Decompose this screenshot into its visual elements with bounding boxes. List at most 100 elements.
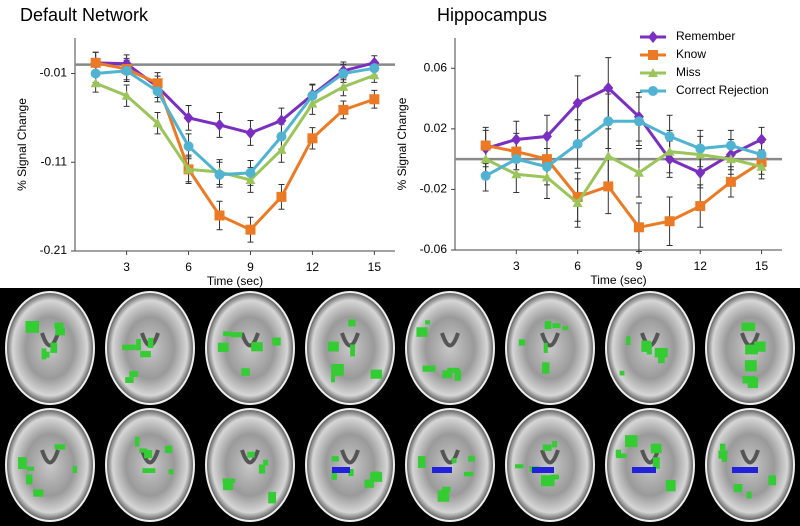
- activation: [241, 368, 250, 376]
- series-line: [485, 86, 763, 175]
- point: [756, 133, 767, 146]
- ventricle: [140, 449, 160, 465]
- point: [214, 118, 225, 131]
- point: [152, 78, 163, 89]
- point: [245, 126, 256, 139]
- activation: [272, 337, 281, 346]
- activation: [540, 475, 555, 487]
- x-tick-label: 15: [368, 260, 382, 274]
- activation: [432, 467, 452, 473]
- activation: [331, 470, 337, 480]
- point: [511, 154, 522, 165]
- activation: [518, 339, 526, 346]
- brain-slice: [305, 408, 395, 522]
- activation: [168, 469, 174, 475]
- activation: [44, 351, 50, 358]
- activation: [447, 367, 460, 374]
- activation: [616, 453, 627, 459]
- point: [572, 198, 583, 208]
- activation: [425, 320, 430, 325]
- brain-slice: [305, 291, 395, 405]
- x-tick-label: 9: [247, 260, 254, 274]
- activation: [331, 363, 344, 376]
- point: [183, 111, 194, 124]
- point: [541, 154, 552, 165]
- y-tick-label: -0.01: [40, 66, 68, 80]
- brain-slice: [405, 408, 495, 522]
- point: [572, 97, 583, 110]
- y-tick-label: 0.02: [424, 121, 448, 135]
- series-line: [484, 150, 762, 206]
- activation: [54, 444, 66, 450]
- y-axis-label: % Signal Change: [15, 98, 29, 191]
- x-tick-label: 12: [306, 260, 320, 274]
- brain-slice: [205, 408, 295, 522]
- activation: [348, 469, 354, 477]
- activation: [650, 443, 662, 454]
- activation: [454, 370, 461, 381]
- point: [90, 57, 101, 68]
- activation: [437, 490, 450, 502]
- point: [276, 144, 287, 154]
- activation: [263, 459, 269, 466]
- activation: [247, 451, 255, 458]
- point: [541, 130, 552, 143]
- point: [603, 181, 614, 192]
- point: [572, 139, 583, 149]
- point: [695, 166, 706, 179]
- activation: [732, 467, 758, 473]
- legend-marker: [648, 50, 658, 60]
- series-line: [95, 73, 375, 182]
- activation: [33, 489, 44, 497]
- activation: [719, 443, 726, 451]
- point: [214, 169, 225, 180]
- activation: [125, 377, 134, 383]
- point: [152, 86, 163, 97]
- point: [276, 131, 287, 142]
- activation: [147, 337, 154, 349]
- point: [480, 154, 491, 164]
- activation: [532, 467, 554, 473]
- activation: [654, 347, 668, 358]
- point: [664, 216, 675, 227]
- activation: [542, 444, 552, 451]
- activation: [543, 342, 548, 353]
- point: [338, 104, 349, 115]
- activation: [562, 326, 569, 331]
- activation: [741, 322, 756, 331]
- point: [603, 116, 614, 127]
- activation: [217, 342, 229, 352]
- point: [633, 222, 644, 233]
- activation: [442, 370, 453, 379]
- ventricle: [540, 449, 560, 465]
- x-tick-label: 9: [636, 259, 643, 273]
- x-tick-label: 12: [694, 259, 708, 273]
- brain-slice: [5, 408, 95, 522]
- brain-slice: [505, 291, 595, 405]
- point: [276, 191, 287, 202]
- point: [695, 201, 706, 212]
- point: [664, 146, 675, 156]
- ventricle: [240, 332, 260, 348]
- activation: [251, 342, 263, 352]
- point: [121, 90, 132, 100]
- activation: [418, 456, 426, 468]
- activation: [41, 348, 47, 360]
- point: [90, 68, 101, 79]
- activation: [550, 474, 560, 480]
- point: [756, 161, 767, 171]
- point: [183, 141, 194, 152]
- point: [664, 153, 675, 166]
- point: [276, 114, 287, 127]
- ventricle: [540, 332, 560, 348]
- activation: [768, 475, 777, 486]
- activation: [747, 377, 759, 389]
- activation: [27, 466, 35, 471]
- point: [307, 90, 318, 101]
- point: [633, 116, 644, 127]
- activation: [552, 323, 561, 329]
- y-tick-label: -0.06: [420, 242, 448, 256]
- legend-label: Remember: [676, 29, 735, 43]
